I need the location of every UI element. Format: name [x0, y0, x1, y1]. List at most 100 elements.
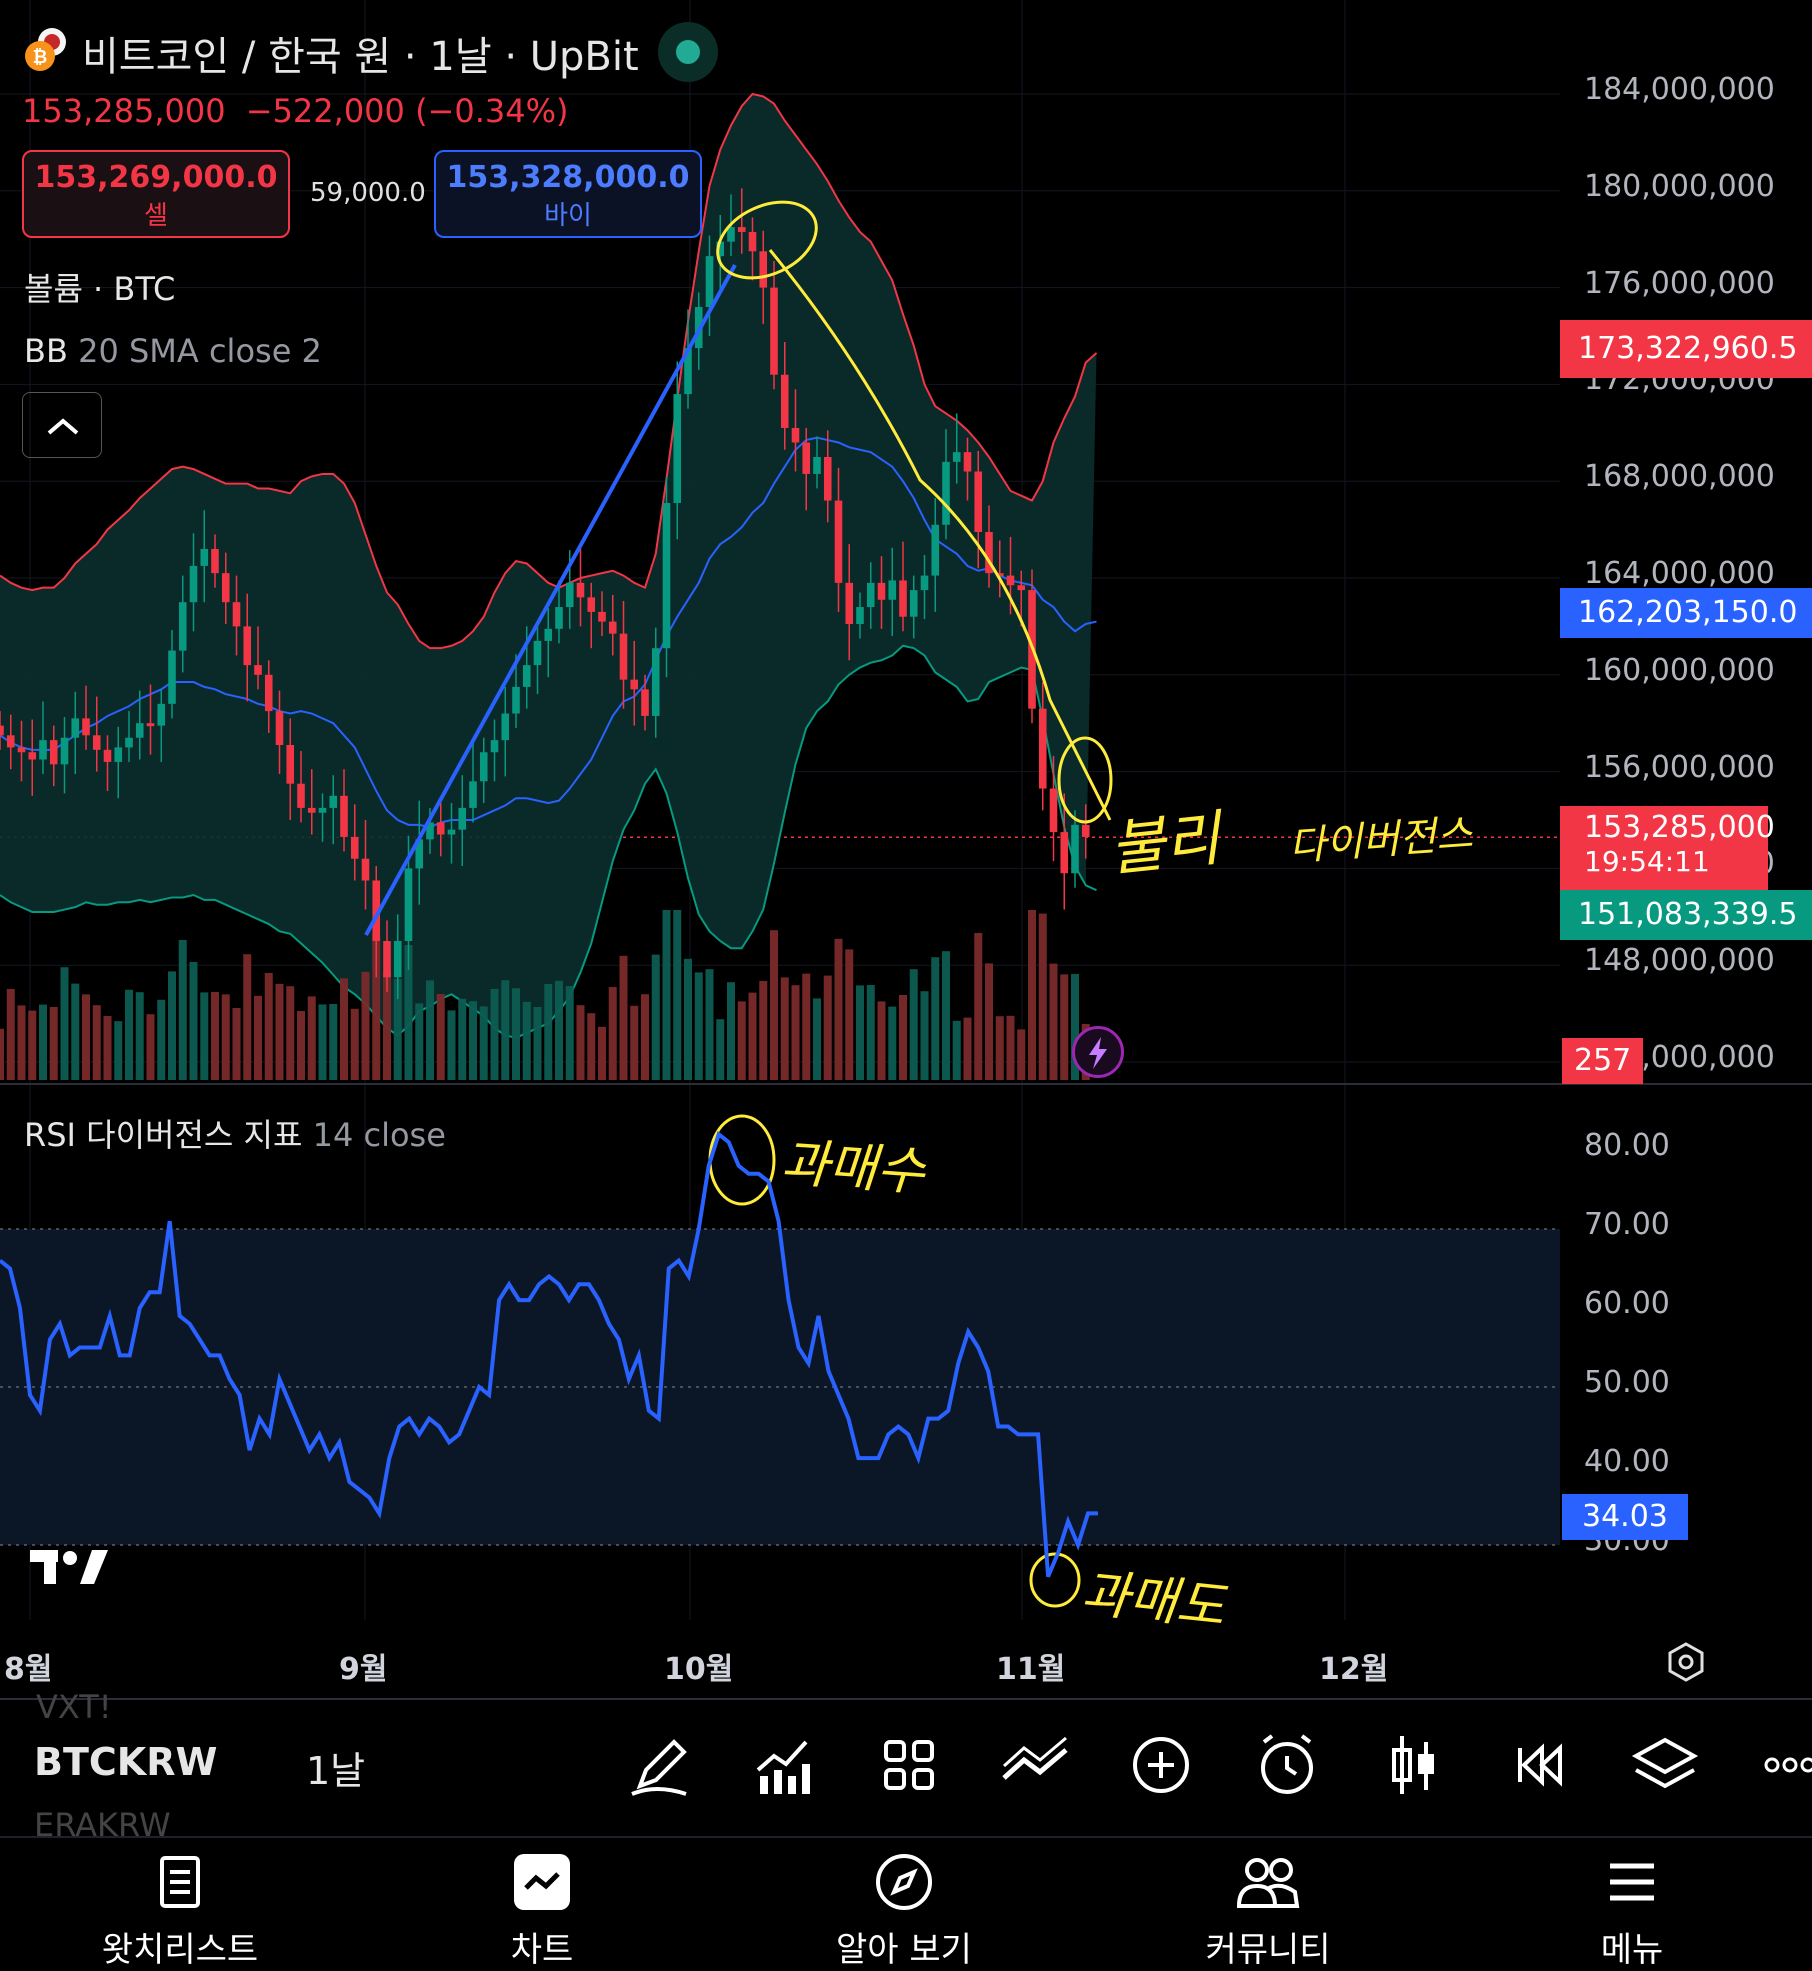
volume-bar	[942, 951, 950, 1080]
lightning-event-icon[interactable]	[1072, 1026, 1124, 1078]
rsi-tick-label: 50.00	[1584, 1365, 1670, 1400]
volume-bar	[544, 984, 553, 1080]
candle-body	[802, 442, 811, 474]
candle-body	[533, 640, 542, 666]
candle-body	[404, 868, 413, 941]
volume-bar	[823, 975, 832, 1080]
layout-grid-icon[interactable]	[864, 1720, 954, 1810]
annotation-circle-divergence	[1057, 736, 1113, 824]
nav-watchlist[interactable]: 왓치리스트	[60, 1852, 300, 1971]
more-icon[interactable]	[1746, 1720, 1812, 1810]
candle-body	[340, 795, 348, 837]
last-price: 153,285,000	[22, 92, 226, 130]
candle-body	[39, 740, 47, 760]
candle-body	[415, 839, 424, 869]
annotation-circle-rsi-top	[708, 1114, 776, 1206]
alert-clock-icon[interactable]	[1242, 1720, 1332, 1810]
candle-type-icon[interactable]	[1368, 1720, 1458, 1810]
volume-bar	[92, 1005, 101, 1080]
volume-bar	[619, 955, 628, 1080]
volume-bar	[1028, 910, 1036, 1080]
volume-label: 257	[1562, 1038, 1644, 1084]
volume-bar	[694, 972, 703, 1080]
candle-body	[522, 665, 531, 687]
volume-bar	[114, 1021, 123, 1080]
candle-body	[307, 807, 316, 813]
volume-bar	[39, 1004, 47, 1080]
time-tick-label: 8월	[4, 1652, 53, 1687]
price-tick-label: 160,000,000	[1584, 652, 1775, 688]
price-tick-label: 184,000,000	[1584, 72, 1775, 107]
interval-button[interactable]: 1날	[306, 1749, 366, 1793]
volume-bar	[82, 994, 90, 1080]
candle-body	[200, 548, 209, 566]
volume-bar	[845, 949, 854, 1080]
volume-bar	[6, 989, 15, 1080]
candle-body	[995, 573, 1004, 577]
sell-button[interactable]: 153,269,000.0 셀	[22, 150, 290, 238]
nav-chart[interactable]: 차트	[422, 1852, 662, 1971]
volume-bar	[264, 973, 273, 1080]
rsi-indicator-label[interactable]: RSI 다이버전스 지표 14 close	[24, 1110, 446, 1156]
candle-body	[372, 880, 381, 941]
volume-bar	[737, 1001, 746, 1080]
candle-body	[490, 740, 499, 753]
buy-button[interactable]: 153,328,000.0 바이	[434, 150, 702, 238]
volume-bar	[662, 910, 671, 1080]
candle-body	[909, 590, 918, 617]
candle-body	[189, 565, 198, 603]
bb-indicator-label[interactable]: BB 20 SMA close 2	[24, 332, 322, 370]
volume-bar	[501, 980, 510, 1080]
svg-text:₿: ₿	[33, 47, 48, 68]
volume-bar	[576, 1005, 585, 1080]
symbol-title[interactable]: 비트코인 / 한국 원 · 1날 · UpBit	[82, 34, 639, 80]
volume-bar	[157, 999, 166, 1080]
volume-bar	[920, 991, 929, 1080]
time-tick-label: 11월	[996, 1652, 1066, 1687]
candle-body	[759, 251, 768, 288]
volume-bar	[0, 1028, 4, 1080]
volume-bar	[135, 992, 144, 1080]
drawing-pen-icon[interactable]	[616, 1720, 706, 1810]
volume-bar	[49, 1007, 58, 1080]
volume-bar	[813, 998, 821, 1080]
nav-community[interactable]: 커뮤니티	[1148, 1852, 1388, 1971]
volume-bar	[780, 977, 789, 1080]
volume-bar	[415, 1003, 424, 1080]
price-tick-label: 176,000,000	[1584, 265, 1775, 301]
candle-body	[17, 747, 26, 753]
volume-bar	[146, 1014, 155, 1080]
candle-body	[1017, 585, 1026, 591]
volume-bar	[458, 998, 467, 1080]
trend-line-icon[interactable]	[990, 1720, 1080, 1810]
toolbar-divider	[0, 1698, 1812, 1700]
nav-menu-label: 메뉴	[1600, 1930, 1664, 1970]
collapse-legend-button[interactable]	[22, 392, 102, 458]
volume-indicator-label[interactable]: 볼륨 · BTC	[24, 270, 176, 308]
volume-bar	[1060, 974, 1069, 1080]
indicators-icon[interactable]	[740, 1720, 830, 1810]
layers-icon[interactable]	[1620, 1720, 1710, 1810]
symbol-button[interactable]: BTCKRW	[34, 1740, 218, 1784]
candle-body	[931, 524, 940, 576]
candle-body	[1060, 832, 1069, 874]
bar-countdown: 19:54:11	[1584, 845, 1710, 878]
price-tick-label: 164,000,000	[1584, 556, 1775, 591]
rsi-band-fill	[0, 1229, 1560, 1545]
candle-body	[243, 626, 252, 666]
candle-body	[619, 633, 628, 680]
candle-body	[727, 227, 735, 242]
volume-bar	[1038, 913, 1047, 1080]
candle-body	[383, 941, 391, 978]
candle-body	[92, 735, 101, 750]
volume-bar	[533, 1007, 542, 1080]
volume-bar	[834, 938, 843, 1080]
volume-bar	[232, 1008, 241, 1080]
replay-icon[interactable]	[1494, 1720, 1584, 1810]
nav-explore[interactable]: 알아 보기	[784, 1852, 1024, 1971]
nav-menu[interactable]: 메뉴	[1512, 1852, 1752, 1971]
chart-settings-icon[interactable]	[1664, 1640, 1708, 1684]
add-plus-icon[interactable]	[1116, 1720, 1206, 1810]
